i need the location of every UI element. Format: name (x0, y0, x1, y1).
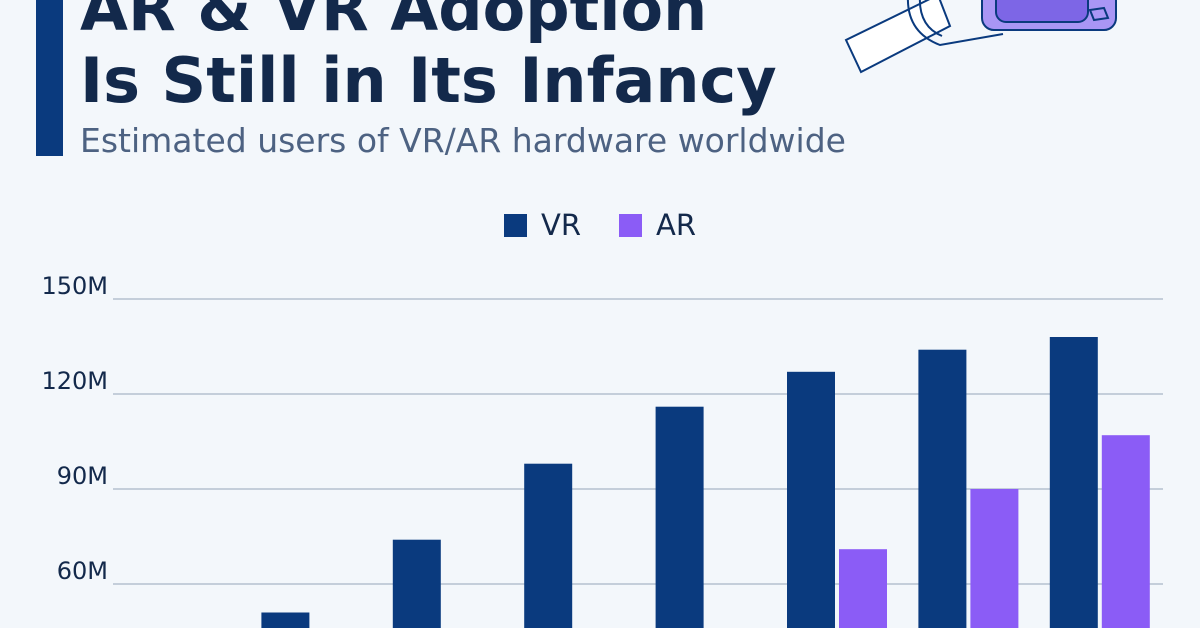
bar-ar (839, 549, 887, 628)
bar-vr (524, 463, 573, 628)
y-axis-ticks: 60M 90M 120M 150M (41, 272, 108, 585)
subtitle: Estimated users of VR/AR hardware worldw… (80, 121, 846, 160)
bar-vr (918, 349, 967, 628)
y-tick-label: 120M (41, 367, 108, 395)
legend-item-vr: VR (504, 208, 581, 242)
title-line-2: Is Still in Its Infancy (80, 44, 777, 117)
title-line-1: AR & VR Adoption (80, 0, 708, 45)
legend-label-vr: VR (541, 208, 581, 242)
bar-vr (655, 406, 704, 628)
legend-item-ar: AR (619, 208, 696, 242)
vr-headset-icon (844, 0, 1117, 74)
y-tick-label: 150M (41, 272, 108, 300)
bar-vr (392, 539, 441, 628)
legend-swatch-ar (619, 213, 642, 237)
bar-vr (787, 371, 835, 628)
bar-ar (1101, 435, 1150, 628)
bar-vr (1049, 337, 1098, 628)
legend-label-ar: AR (656, 208, 696, 242)
legend: VR AR (0, 208, 1200, 242)
bar-vr (261, 612, 310, 628)
y-tick-label: 60M (57, 557, 108, 585)
legend-swatch-vr (504, 213, 527, 237)
bars (261, 337, 1150, 628)
y-tick-label: 90M (57, 462, 108, 490)
page-title: AR & VR Adoption Is Still in Its Infancy (80, 0, 777, 117)
bar-ar (970, 489, 1019, 628)
accent-bar (36, 0, 63, 156)
